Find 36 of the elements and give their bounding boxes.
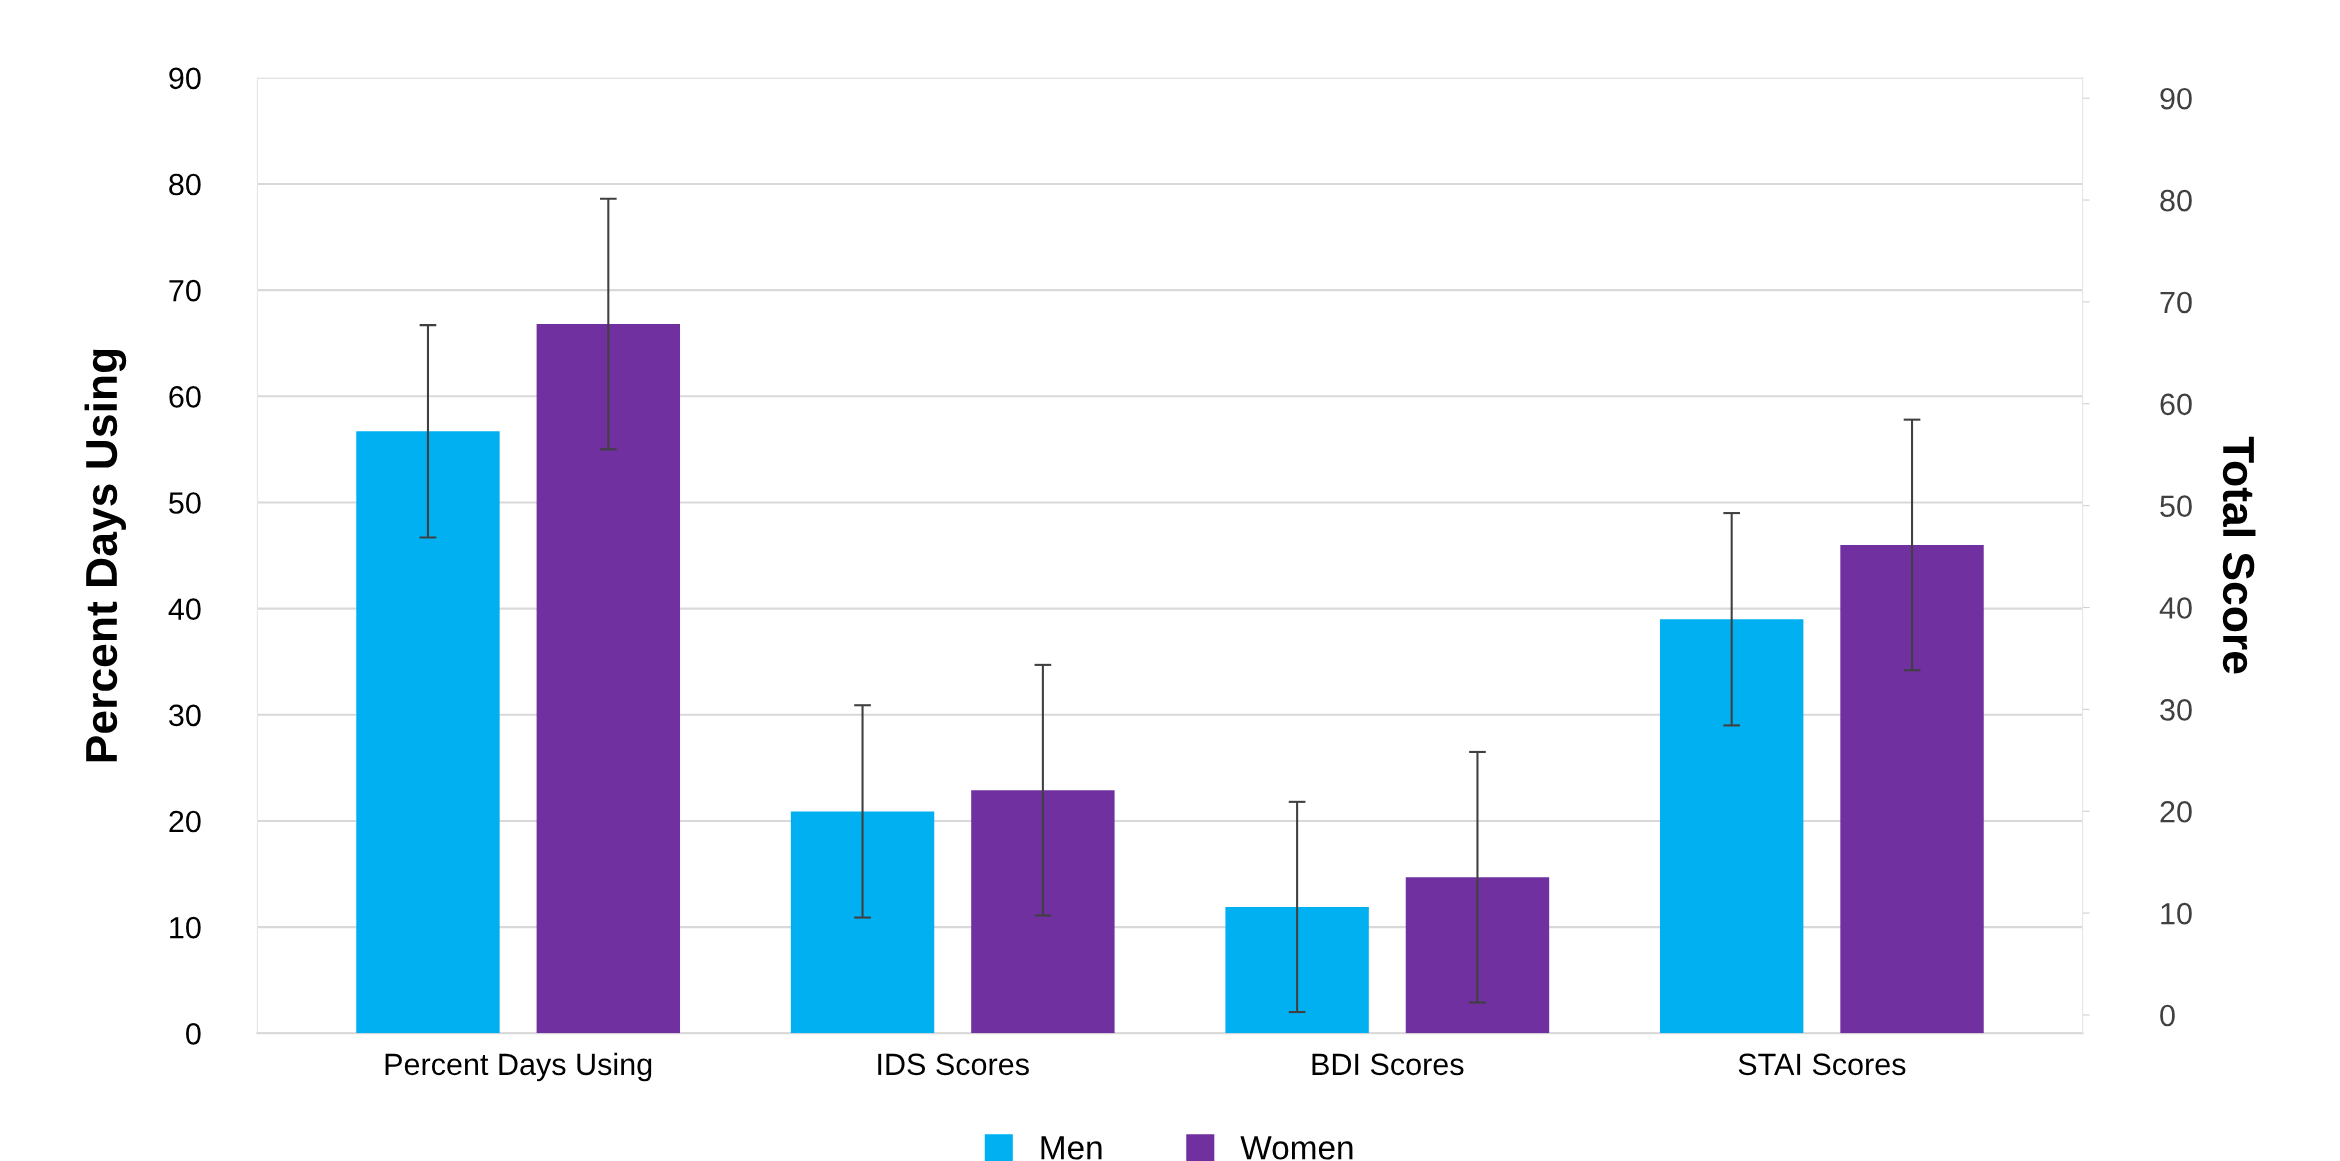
- bar: [971, 790, 1115, 1034]
- y-tick-label: 40: [168, 598, 201, 620]
- y2-tick-label: 90: [2160, 87, 2192, 110]
- bar: [1225, 906, 1369, 1034]
- legend-label: Men: [1041, 1136, 1102, 1160]
- x-tick-label: STAI Scores: [1738, 1053, 1906, 1076]
- x-tick-label: Percent Days Using: [385, 1052, 652, 1082]
- y-tick-label: 70: [169, 279, 201, 302]
- legend-label: Women: [1240, 1136, 1353, 1160]
- y2-tick-label: 10: [2161, 902, 2192, 925]
- y-axis-title: Percent Days Using: [84, 349, 127, 762]
- y-tick-label: 0: [186, 1023, 201, 1045]
- y2-tick-label: 20: [2160, 800, 2192, 823]
- y2-tick-label: 50: [2160, 495, 2192, 517]
- y-tick-label: 50: [169, 492, 201, 514]
- y-tick-label: 10: [170, 916, 201, 939]
- bar: [356, 431, 500, 1034]
- y2-tick-label: 70: [2160, 291, 2192, 314]
- y-tick-label: 30: [169, 704, 201, 727]
- y2-tick-label: 30: [2160, 699, 2192, 721]
- y-tick-label: 20: [169, 810, 201, 833]
- x-tick-label: BDI Scores: [1312, 1053, 1464, 1076]
- y2-axis-title: Total Score: [2222, 436, 2256, 674]
- y-tick-label: 90: [169, 67, 201, 90]
- y2-tick-label: 40: [2159, 597, 2192, 619]
- y2-tick-label: 0: [2160, 1004, 2175, 1027]
- bar: [536, 324, 681, 1034]
- y-tick-label: 80: [169, 173, 201, 196]
- bar: [1659, 619, 1804, 1034]
- y2-tick-label: 80: [2160, 189, 2192, 212]
- y2-tick-label: 60: [2160, 393, 2192, 416]
- y-tick-label: 60: [169, 386, 201, 408]
- bar: [790, 811, 935, 1034]
- bar: [1840, 544, 1984, 1034]
- x-tick-label: IDS Scores: [878, 1053, 1029, 1076]
- bar: [1405, 877, 1550, 1034]
